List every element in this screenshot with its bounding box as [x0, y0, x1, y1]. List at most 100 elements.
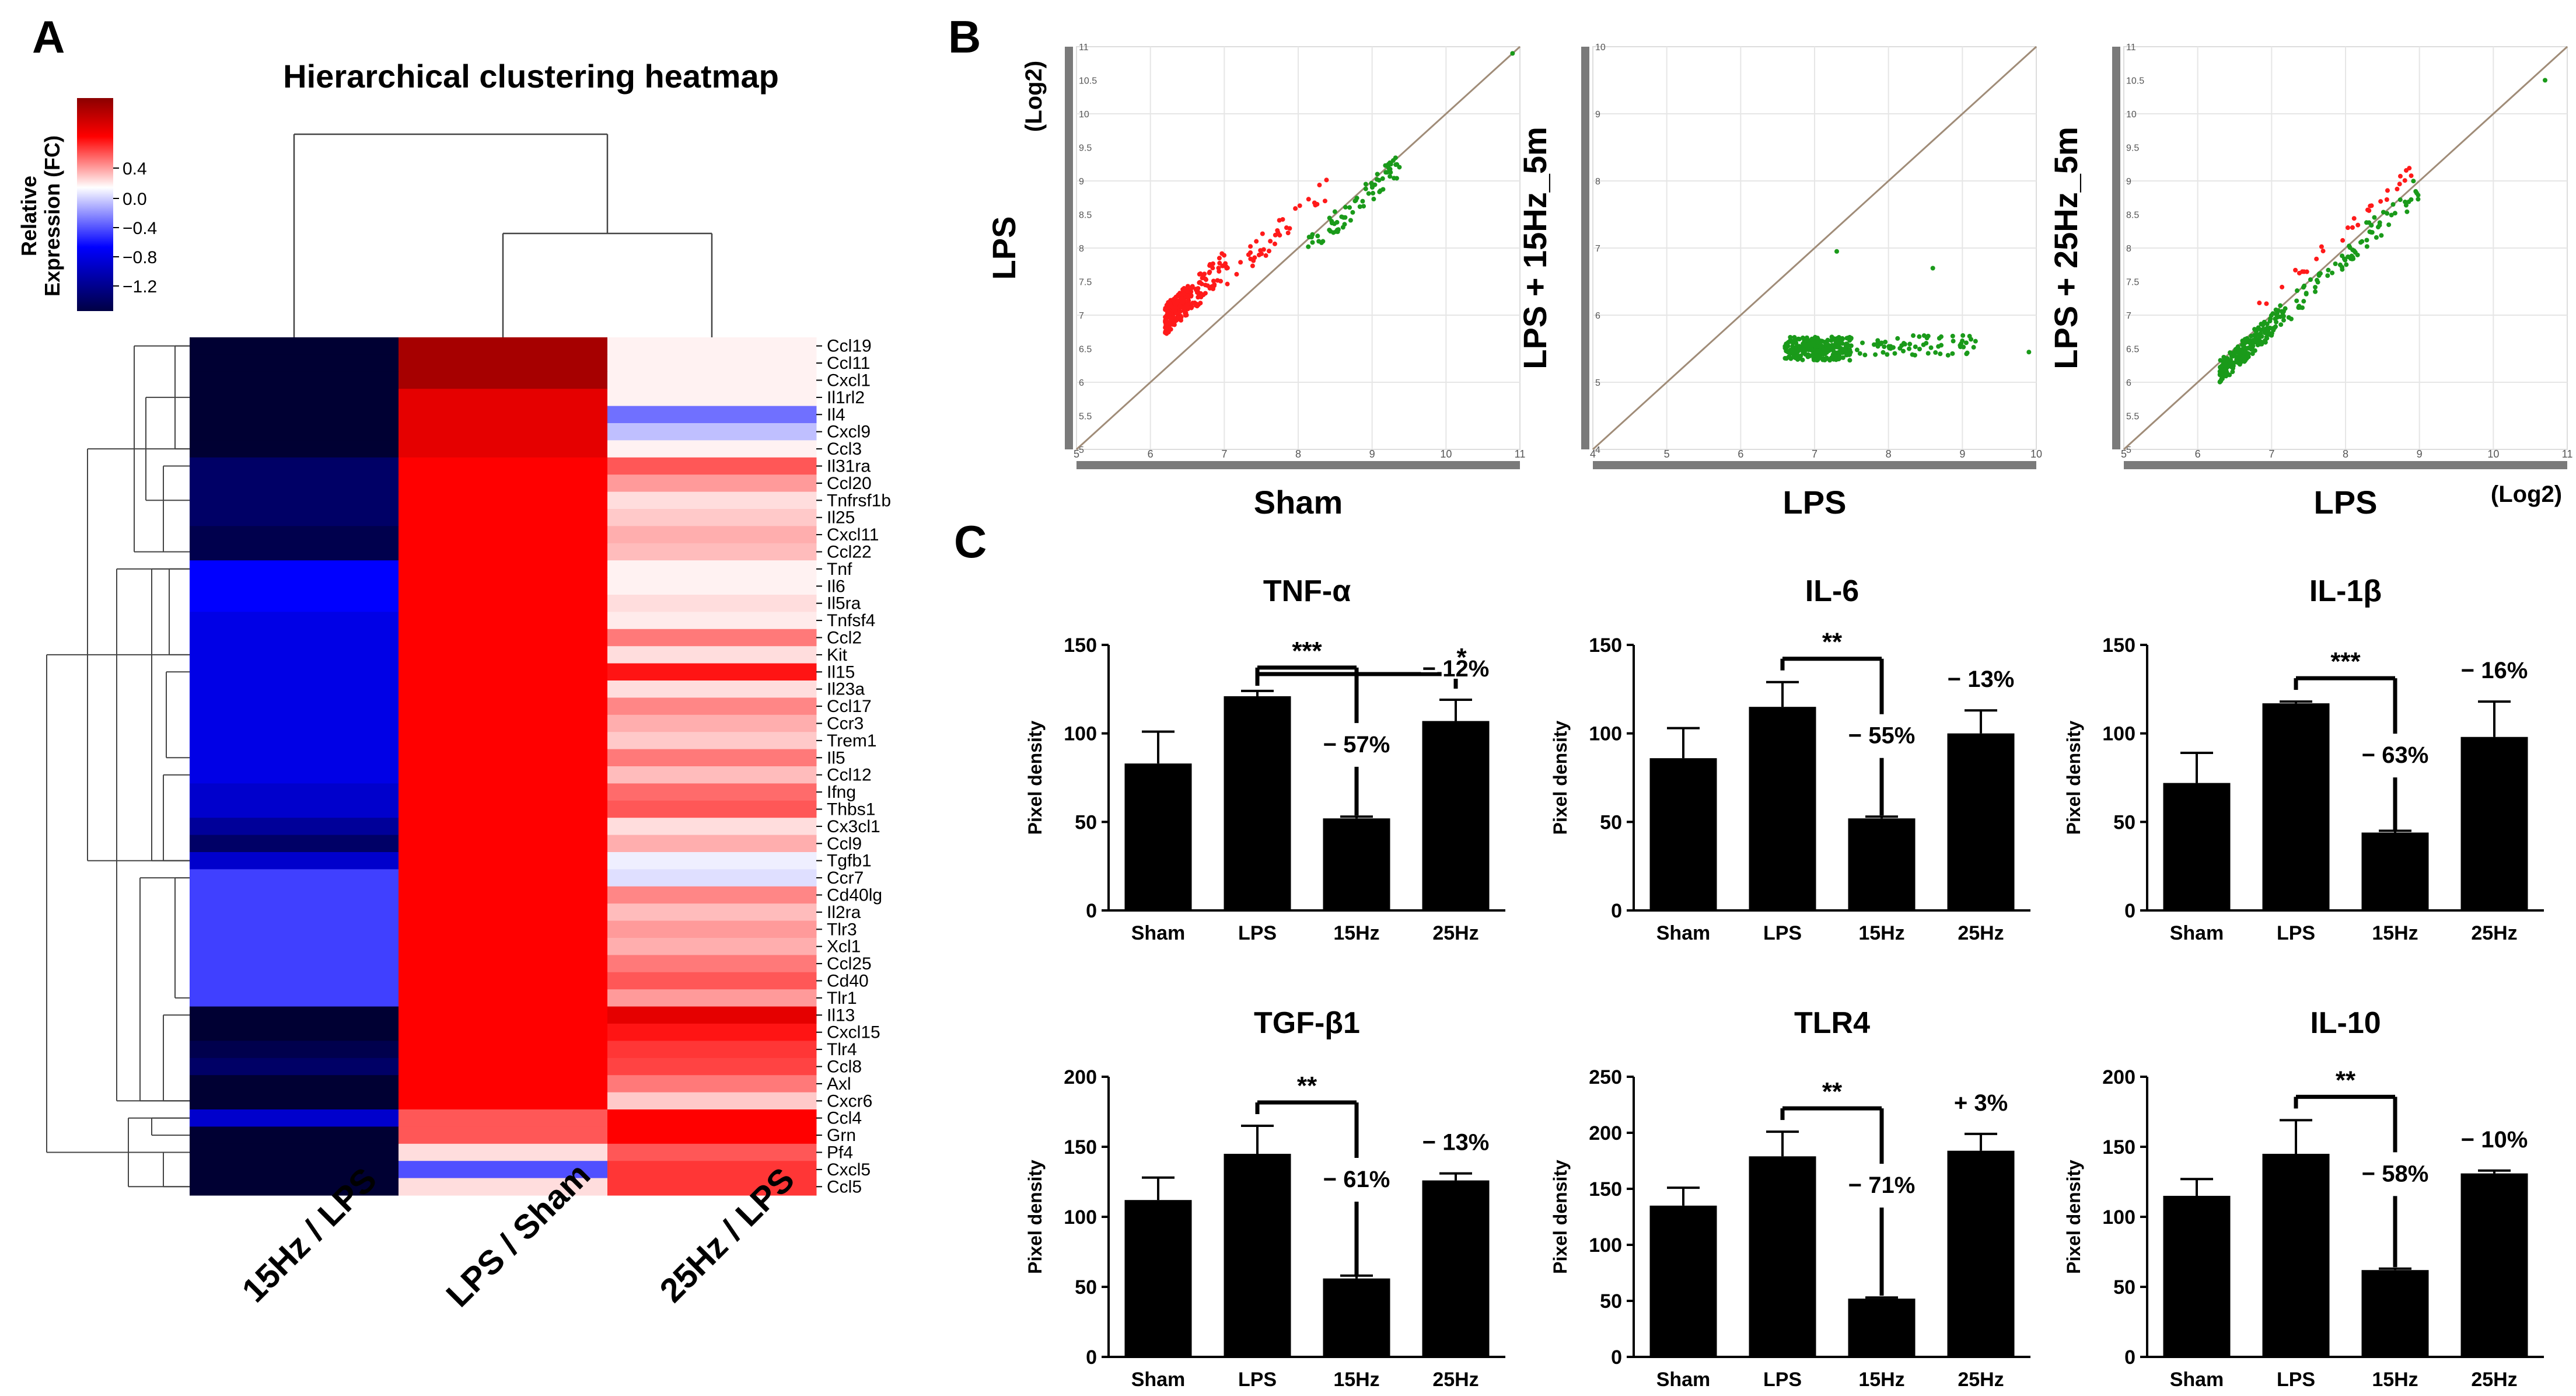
- bar-y-tick-label: 200: [2102, 1066, 2135, 1088]
- scatter-point: [1885, 352, 1890, 357]
- legend-tick-label: −1.2: [123, 277, 157, 296]
- scatter-y-tick-label: 7: [1079, 311, 1084, 321]
- scatter-point: [2344, 262, 2349, 267]
- scatter-point: [2364, 238, 2369, 243]
- bar: [1947, 733, 2015, 910]
- bar-y-tick-label: 50: [1600, 811, 1622, 833]
- scatter-y-tick-label: 11: [2126, 43, 2136, 53]
- heatmap-cell: [399, 663, 608, 681]
- bar-y-tick-label: 0: [1086, 1346, 1097, 1369]
- scatter-point: [2409, 173, 2414, 179]
- scatter-point: [1790, 344, 1795, 349]
- scatter-x-tick-label: 9: [1959, 448, 1965, 460]
- scatter-point: [1860, 340, 1865, 345]
- scatter-point: [1790, 340, 1795, 345]
- scatter-point: [1297, 203, 1302, 208]
- heatmap-cell: [607, 440, 817, 458]
- bar-category-label: Sham: [2170, 1369, 2224, 1391]
- scatter-point: [1924, 336, 1930, 341]
- scatter-point: [2238, 360, 2243, 365]
- heatmap-cell: [607, 920, 817, 938]
- percent-change-label: − 13%: [1422, 1130, 1490, 1156]
- scatter-y-tick-label: 9: [1079, 177, 1084, 187]
- scatter-point: [2333, 261, 2338, 267]
- scatter-point: [1313, 203, 1318, 208]
- heatmap-row-label: Ccl12: [827, 766, 872, 785]
- heatmap-row-label: Il5ra: [827, 594, 861, 613]
- heatmap-row-label: Ccr7: [827, 868, 864, 888]
- scatter-point: [1510, 51, 1515, 56]
- heatmap-row-label: Cxcl5: [827, 1160, 871, 1179]
- scatter-point: [1335, 229, 1340, 235]
- scatter-point: [2241, 350, 2246, 355]
- scatter-point: [1960, 333, 1966, 338]
- scatter-ylog-label: (Log2): [1021, 61, 1047, 132]
- scatter-point: [1789, 348, 1794, 353]
- scatter-point: [1784, 345, 1789, 351]
- bar-category-label: 15Hz: [2372, 1369, 2418, 1391]
- scatter-y-tick-label: 5: [2126, 445, 2131, 455]
- heatmap-cell: [190, 835, 399, 853]
- heatmap-cell: [190, 1006, 399, 1024]
- scatter-point: [1310, 240, 1315, 245]
- scatter-point: [2404, 209, 2410, 214]
- bar-chart-title: IL-10: [2310, 1006, 2381, 1040]
- percent-change-label: − 63%: [2362, 742, 2429, 768]
- scatter-point: [2242, 344, 2247, 350]
- scatter-x-tick-label: 11: [1515, 448, 1526, 460]
- scatter-point: [2304, 291, 2309, 296]
- heatmap-row-label: Tgfb1: [827, 851, 872, 871]
- scatter-y-tick-label: 10: [1079, 110, 1089, 120]
- scatter-x-tick-label: 8: [1886, 448, 1892, 460]
- heatmap-cell: [607, 800, 817, 818]
- scatter-x-tick-label: 9: [2417, 448, 2423, 460]
- scatter-point: [1322, 198, 1327, 204]
- scatter-y-tick-label: 8: [1595, 177, 1600, 187]
- bar-y-tick-label: 50: [2113, 811, 2135, 833]
- scatter-point: [2281, 313, 2286, 319]
- scatter-point: [1383, 163, 1388, 168]
- scatter-point: [2313, 285, 2318, 290]
- significance-stars: **: [1297, 1072, 1317, 1100]
- bar: [2361, 832, 2429, 910]
- heatmap-color-legend: [77, 98, 113, 311]
- heatmap-cell: [607, 1006, 817, 1024]
- bar: [1224, 696, 1291, 910]
- scatter-x-tick-label: 8: [2343, 448, 2348, 460]
- scatter-point: [1378, 188, 1383, 193]
- bar: [1124, 763, 1192, 910]
- significance-stars: ***: [1292, 637, 1322, 665]
- scatter-point: [1263, 253, 1268, 258]
- scatter-point: [2236, 347, 2241, 352]
- scatter-point: [2313, 289, 2318, 294]
- scatter-diagonal-line: [1075, 46, 1521, 451]
- heatmap-cell: [399, 543, 608, 561]
- scatter-y-tick-label: 8: [1079, 244, 1084, 254]
- scatter-point: [1854, 347, 1860, 353]
- heatmap-cell: [607, 1041, 817, 1059]
- scatter-point: [1958, 344, 1963, 350]
- scatter-y-tick-label: 6: [2126, 378, 2131, 388]
- scatter-x-axis-label: Sham: [1254, 484, 1343, 521]
- heatmap-cell: [607, 835, 817, 853]
- scatter-point: [2286, 315, 2291, 320]
- heatmap-cell: [190, 577, 399, 595]
- heatmap-cell: [190, 629, 399, 647]
- heatmap-cell: [607, 766, 817, 784]
- heatmap-cell: [399, 337, 608, 355]
- scatter-point: [2341, 256, 2347, 261]
- scatter-point: [2368, 203, 2373, 208]
- scatter-point: [2232, 349, 2237, 354]
- scatter-point: [1254, 239, 1259, 244]
- scatter-point: [2390, 202, 2396, 207]
- scatter-point: [1928, 345, 1934, 350]
- scatter-point: [1785, 340, 1791, 345]
- scatter-point: [1782, 355, 1788, 361]
- heatmap-cell: [607, 663, 817, 681]
- scatter-point: [1371, 191, 1376, 196]
- scatter-point: [1973, 338, 1978, 344]
- scatter-x-tick-label: 10: [2030, 448, 2042, 460]
- scatter-point: [1802, 338, 1807, 344]
- scatter-point: [1971, 345, 1976, 350]
- scatter-point: [1815, 348, 1820, 354]
